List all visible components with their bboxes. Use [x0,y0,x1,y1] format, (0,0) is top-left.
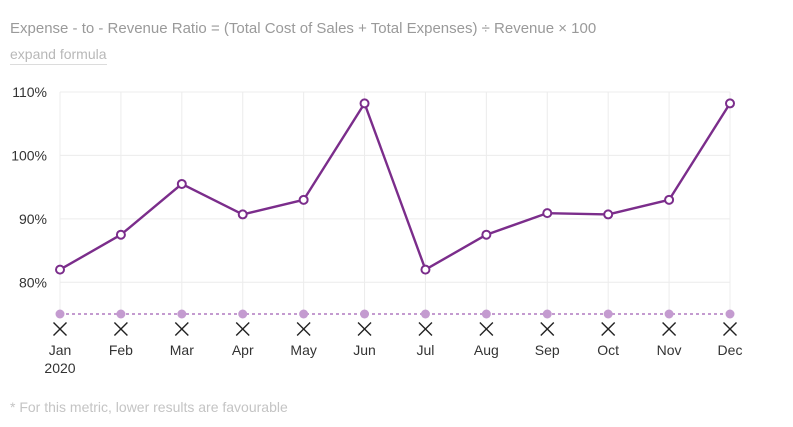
x-tick-label-may: May [290,342,316,358]
x-marker-stroke [418,322,433,336]
y-tick-label-80: 80% [19,274,47,290]
y-tick-label-90: 90% [19,211,47,227]
x-tick-label-jan: Jan [49,342,72,358]
formula-text: Expense - to - Revenue Ratio = (Total Co… [10,20,597,37]
x-marker-stroke [662,322,677,336]
x-marker-icon [723,322,737,336]
x-marker-icon [235,322,250,336]
ratio-series-line [59,102,732,271]
x-marker-stroke [235,322,250,336]
x-tick-label-feb: Feb [109,342,133,358]
benchmark-point-oct [603,309,613,319]
benchmark-point-nov [664,309,674,319]
y-tick-label-110: 110% [12,84,47,100]
x-marker-icon [174,322,189,336]
x-tick-label-dec: Dec [718,342,743,358]
x-tick-label-aug: Aug [474,342,499,358]
ratio-point-jan[interactable] [55,264,65,275]
x-marker-icon [540,322,555,336]
series-layer [55,98,735,319]
x-tick-year-label: 2020 [44,360,75,376]
grid-layer [59,91,731,314]
benchmark-point-sep [542,309,552,319]
ratio-point-dec[interactable] [725,98,735,109]
ratio-point-oct[interactable] [603,209,614,220]
ratio-point-jun[interactable] [359,98,370,109]
x-marker-stroke [723,322,737,336]
x-marker-icon [662,322,677,336]
ratio-point-may[interactable] [298,194,309,205]
ratio-point-nov[interactable] [664,194,675,205]
benchmark-point-dec [725,309,735,319]
x-marker-icon [357,322,372,336]
x-marker-stroke [174,322,189,336]
x-marker-icon [53,322,67,336]
x-marker-stroke [53,322,67,336]
ratio-point-feb[interactable] [115,229,126,240]
x-marker-icon [418,322,433,336]
benchmark-point-apr [238,309,248,319]
x-axis-ticks: Jan Feb Mar Apr May Jun Jul Aug Sep Oct Nov Dec 2020 [44,322,743,376]
benchmark-point-may [299,309,309,319]
ratio-point-jul[interactable] [420,264,431,275]
ratio-point-sep[interactable] [542,208,553,219]
x-marker-icon [113,322,128,336]
benchmark-point-aug [481,309,491,319]
x-tick-label-mar: Mar [170,342,194,358]
x-marker-stroke [479,322,494,336]
ratio-point-apr[interactable] [237,209,248,220]
x-tick-label-oct: Oct [597,342,619,358]
benchmark-point-jun [360,309,370,319]
benchmark-point-feb [116,309,126,319]
x-marker-stroke [601,322,616,336]
x-tick-label-jun: Jun [353,342,376,358]
x-tick-label-nov: Nov [657,342,682,358]
x-tick-label-sep: Sep [535,342,560,358]
x-tick-label-apr: Apr [232,342,254,358]
x-marker-icon [601,322,616,336]
y-tick-label-100: 100% [11,147,47,163]
ratio-point-aug[interactable] [481,229,492,240]
footnote: * For this metric, lower results are fav… [10,399,288,415]
x-tick-label-jul: Jul [417,342,435,358]
x-marker-stroke [296,322,311,336]
expand-formula-link[interactable]: expand formula [10,46,107,65]
benchmark-point-jan [55,309,65,319]
x-marker-stroke [357,322,372,336]
x-marker-icon [479,322,494,336]
x-marker-stroke [540,322,555,336]
x-marker-stroke [113,322,128,336]
benchmark-point-jul [420,309,430,319]
x-marker-icon [296,322,311,336]
benchmark-point-mar [177,309,187,319]
ratio-point-mar[interactable] [176,178,187,189]
y-axis-ticks: 80% 90% 100% 110% [11,84,47,290]
